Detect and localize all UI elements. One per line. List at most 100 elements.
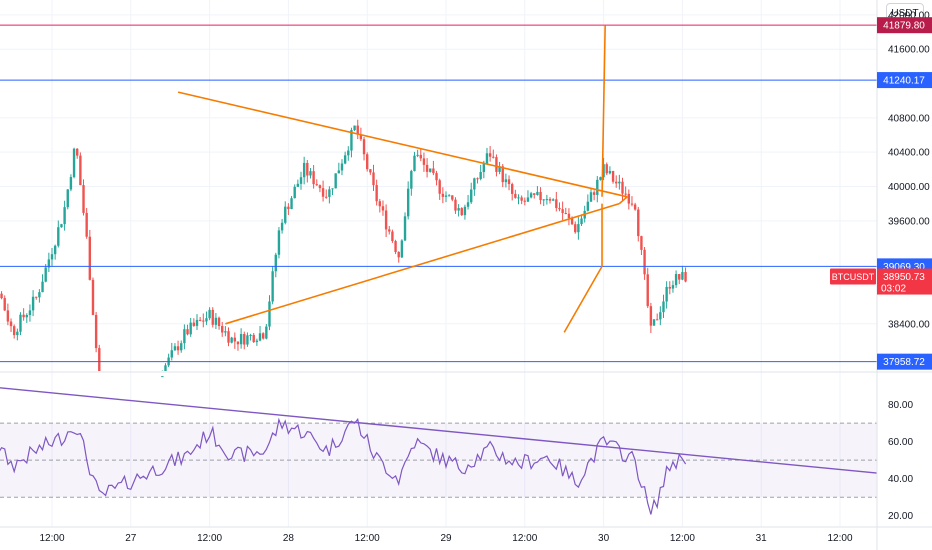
price-line-badge-label: 41879.80 <box>883 21 925 32</box>
candle-body <box>605 164 608 174</box>
rsi-tick-label: 40.00 <box>888 474 913 485</box>
candle-body <box>82 185 85 213</box>
time-tick-label: 12:00 <box>512 533 537 544</box>
candle-body <box>592 192 596 195</box>
candle-body <box>482 164 486 173</box>
candle-body <box>350 130 353 151</box>
candle-body <box>299 177 303 184</box>
triangle-lower-line <box>225 202 620 325</box>
time-tick-label: 27 <box>125 533 137 544</box>
candle-body <box>419 154 422 159</box>
candle-body <box>195 319 199 326</box>
candle-body <box>236 341 240 345</box>
price-line-badge-label: 37958.72 <box>883 357 925 368</box>
candle-body <box>536 191 539 195</box>
candle-body <box>205 318 208 322</box>
time-tick-label: 28 <box>283 533 295 544</box>
candle-body <box>627 193 631 204</box>
candle-body <box>529 193 533 198</box>
candle-body <box>384 210 388 230</box>
candle-body <box>9 321 13 327</box>
candle-body <box>441 193 445 197</box>
candle-body <box>510 184 514 194</box>
candle-body <box>79 155 82 186</box>
candle-body <box>214 317 218 325</box>
candle-body <box>176 346 180 351</box>
candle-body <box>684 272 687 282</box>
candle-body <box>655 319 659 321</box>
candle-body <box>274 254 277 272</box>
candle-body <box>668 286 671 289</box>
candle-body <box>321 188 325 197</box>
price-badges: 41879.80 41240.17 39069.30 37958.72 38950.73… <box>830 17 932 370</box>
candle-body <box>596 179 599 195</box>
candle-body <box>180 343 183 351</box>
candle-body <box>621 181 624 194</box>
candle-body <box>315 184 318 186</box>
candle-body <box>356 125 359 135</box>
price-tick-label: 42000.00 <box>888 10 930 21</box>
candle-body <box>640 236 643 250</box>
candle-body <box>22 314 25 318</box>
candle-body <box>649 306 653 326</box>
candle-body <box>463 206 467 216</box>
candle-body <box>608 170 612 174</box>
candle-body <box>50 254 54 260</box>
candle-body <box>309 171 312 176</box>
candle-body <box>284 206 287 223</box>
candle-body <box>580 218 583 225</box>
candle-body <box>466 202 470 207</box>
candle-body <box>406 188 410 217</box>
candle-body <box>343 155 347 164</box>
candle-body <box>681 272 684 280</box>
candle-body <box>208 309 211 319</box>
time-tick-label: 30 <box>598 533 610 544</box>
price-line-badge <box>877 72 932 89</box>
candle-body <box>413 155 416 171</box>
candle-body <box>47 259 51 268</box>
candle-body <box>268 301 271 327</box>
candle-body <box>69 177 73 190</box>
time-tick-label: 12:00 <box>355 533 380 544</box>
candle-body <box>665 286 668 302</box>
candle-body <box>539 191 542 201</box>
candle-body <box>504 179 508 183</box>
candle-body <box>643 249 646 275</box>
last-price-label: 38950.73 <box>883 272 925 283</box>
candle-body <box>533 193 536 195</box>
candle-body <box>331 188 334 190</box>
candle-body <box>548 199 552 201</box>
price-axis: 42000.00 41600.00 40800.00 40400.00 40000.00… <box>888 10 930 330</box>
candle-body <box>637 209 640 237</box>
candle-body <box>517 197 520 199</box>
candlestick-series <box>0 119 687 378</box>
time-tick-label: 12:00 <box>670 533 695 544</box>
candle-body <box>501 166 504 183</box>
price-line-badge-label: 39069.30 <box>883 262 925 273</box>
price-line-badge <box>877 17 932 34</box>
candle-body <box>318 185 322 189</box>
candle-body <box>447 195 451 197</box>
candle-body <box>25 315 28 318</box>
candle-body <box>12 326 16 336</box>
candle-body <box>3 298 6 311</box>
candle-body <box>6 310 10 322</box>
candle-body <box>498 166 501 172</box>
triangle-pattern-drawing <box>177 25 628 333</box>
price-line-badge <box>877 353 932 370</box>
candle-body <box>183 329 186 344</box>
candle-body <box>353 125 356 131</box>
rsi-axis: 80.00 60.00 40.00 20.00 <box>888 400 913 522</box>
candle-body <box>375 185 378 202</box>
candle-body <box>624 193 627 195</box>
candle-body <box>243 334 246 345</box>
rsi-tick-label: 80.00 <box>888 400 913 411</box>
candle-body <box>35 296 38 298</box>
candle-body <box>337 170 341 174</box>
candle-body <box>280 222 284 231</box>
candle-body <box>186 329 189 335</box>
time-tick-label: 29 <box>440 533 452 544</box>
triangle-apex-line <box>618 196 628 205</box>
candle-body <box>394 241 397 252</box>
